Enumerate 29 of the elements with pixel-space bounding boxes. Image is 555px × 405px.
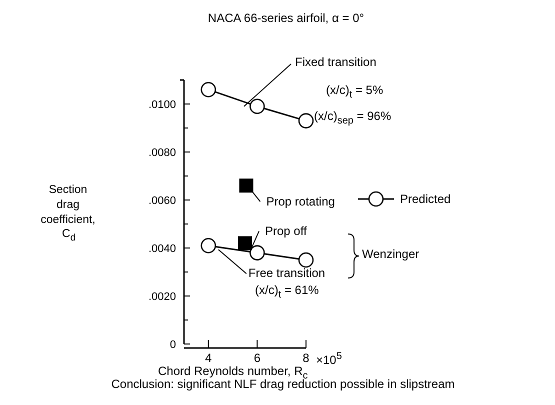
- y-tick-label: .0080: [148, 147, 176, 159]
- x-tick-label: 8: [302, 351, 310, 365]
- point: [250, 245, 265, 260]
- text: Fixed transition: [295, 55, 376, 70]
- y-axis-title: Section drag coefficient, C$_{d}$: [40, 184, 96, 244]
- text: ×10$^{5}$: [316, 351, 342, 368]
- text: Wenzinger: [362, 247, 420, 262]
- x-tick-label: 4: [205, 351, 212, 365]
- point: [200, 238, 216, 254]
- point: [298, 252, 314, 268]
- point: [250, 98, 265, 114]
- x-tick-label: 6: [254, 351, 261, 365]
- point: [238, 236, 252, 250]
- point: [200, 82, 216, 98]
- text: (x/c)$_{t}$ = 5%: [326, 83, 384, 101]
- y-tick-label: .0020: [148, 291, 176, 303]
- point: [298, 113, 314, 128]
- annotation: Free transition: [248, 266, 326, 280]
- text: (x/c)$_{sep}$ = 96%: [314, 109, 392, 127]
- point: [239, 178, 254, 193]
- annotation: (x/c)$_{t}$ = 61%: [255, 283, 319, 300]
- y-tick-label: .0040: [148, 243, 176, 255]
- legend-label: Predicted: [400, 192, 451, 206]
- chart-title: NACA 66-series airfoil, α = 0°: [208, 11, 364, 26]
- y-tick-label: 0: [170, 339, 176, 351]
- y-tick-label: .0060: [148, 195, 176, 207]
- series-label: Prop off: [265, 224, 308, 238]
- y-tick-label: .0100: [148, 99, 176, 111]
- legend-label: Prop rotating: [266, 194, 335, 209]
